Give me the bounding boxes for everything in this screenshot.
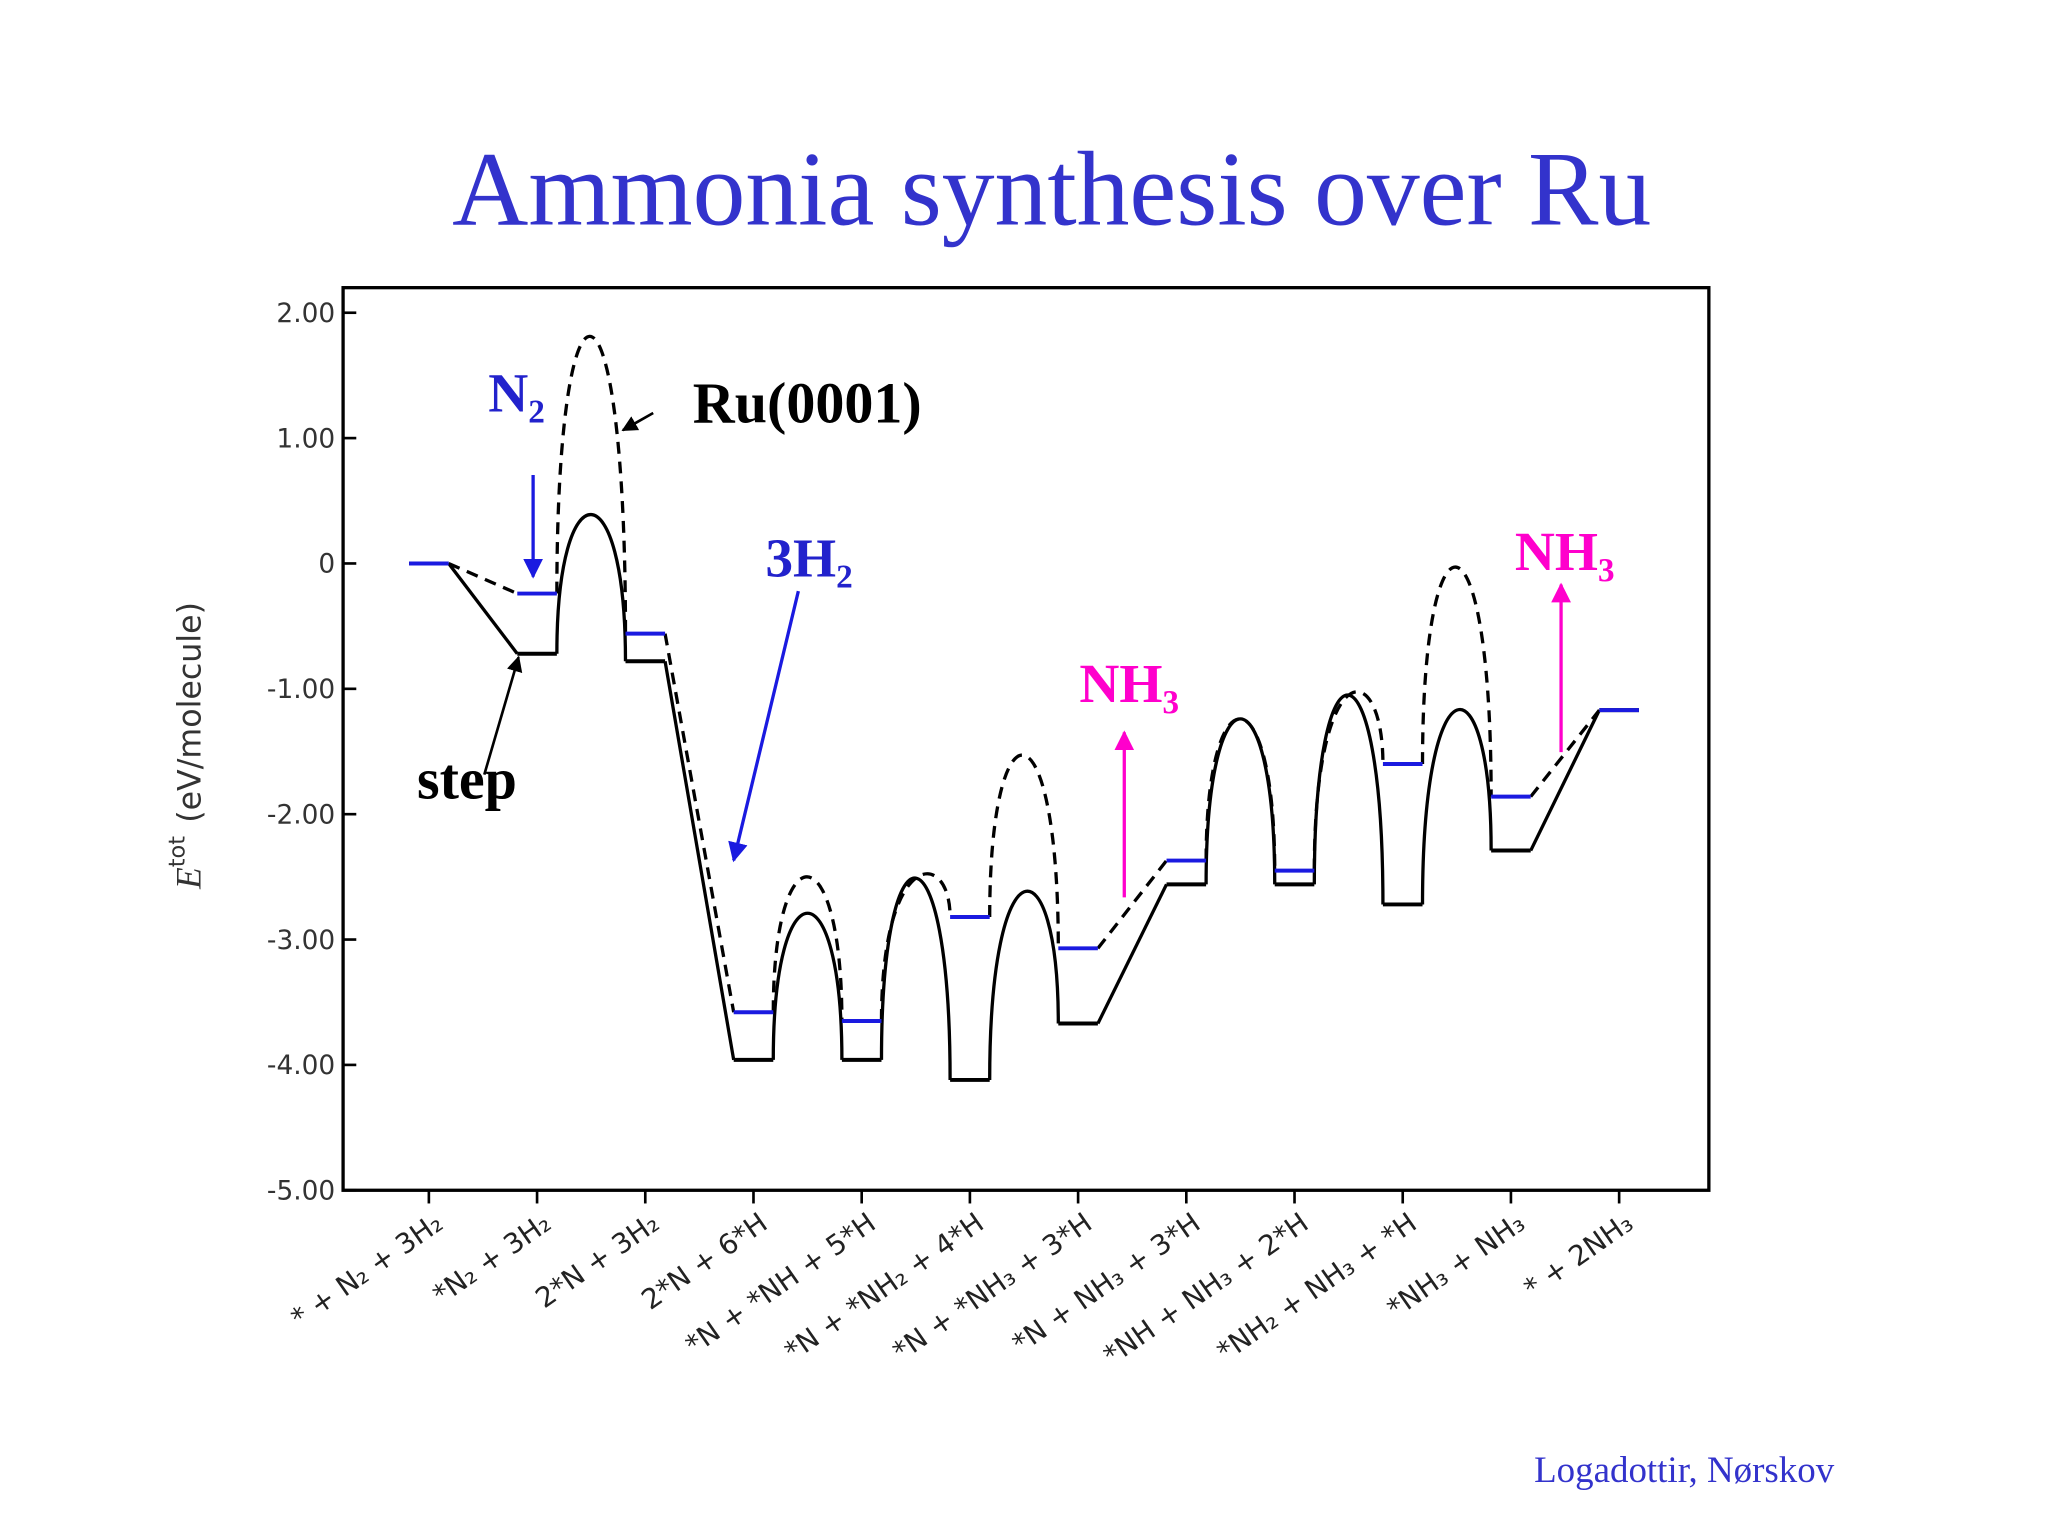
barrier — [879, 876, 952, 1080]
annotation: 3H₂ — [765, 528, 852, 589]
connector — [447, 562, 519, 655]
barrier — [1312, 693, 1385, 905]
barrier — [1420, 565, 1493, 797]
x-tick-label: *N + NH₃ + 3*H — [1006, 1206, 1206, 1360]
annotation: NH₃ — [1079, 653, 1179, 714]
y-tick-label: 0 — [318, 550, 335, 580]
barrier — [555, 512, 628, 662]
y-tick-label: -3.00 — [267, 926, 335, 956]
arrow — [621, 411, 654, 432]
annotation: N₂ — [488, 363, 545, 424]
y-label-symbol: E — [169, 867, 209, 890]
x-tick-label: * + 2NH₃ — [1518, 1206, 1639, 1305]
y-tick-label: -2.00 — [267, 800, 335, 830]
barrier — [771, 875, 844, 1022]
barrier — [988, 889, 1060, 1080]
y-axis-label: Etot (eV/molecule) — [165, 602, 209, 890]
barrier — [555, 334, 628, 634]
y-label-superscript: tot — [165, 836, 191, 868]
x-tick-label: *N + *NH₂ + 4*H — [778, 1206, 989, 1368]
y-tick-label: 1.00 — [276, 424, 335, 454]
arrow — [483, 655, 523, 775]
connector — [1529, 709, 1601, 852]
connector — [1096, 883, 1168, 1025]
barrier — [1204, 717, 1277, 871]
y-tick-label: -1.00 — [267, 675, 335, 705]
barrier — [879, 872, 952, 1022]
credit: Logadottir, Nørskov — [1534, 1449, 1835, 1490]
plot-frame — [341, 286, 1711, 1192]
x-tick-label: *NH₂ + NH₃ + *H — [1211, 1206, 1423, 1368]
series-label: step — [417, 746, 517, 811]
barrier — [1312, 690, 1385, 871]
y-tick-label: -5.00 — [267, 1177, 335, 1207]
slide-title: Ammonia synthesis over Ru — [452, 130, 1651, 247]
series-label: Ru(0001) — [693, 370, 922, 435]
barrier — [1420, 707, 1493, 905]
y-label-unit: (eV/molecule) — [173, 602, 209, 823]
x-tick-label: *NH + NH₃ + 2*H — [1097, 1206, 1314, 1372]
barrier — [771, 911, 844, 1060]
arrow — [728, 590, 800, 863]
y-tick-label: -4.00 — [267, 1051, 335, 1081]
connector — [447, 561, 518, 596]
connector — [663, 633, 736, 1013]
y-tick-label: 2.00 — [276, 299, 335, 329]
annotation: NH₃ — [1515, 521, 1615, 582]
x-tick-label: * + N₂ + 3H₂ — [285, 1206, 449, 1335]
connector — [663, 660, 736, 1061]
x-tick-label: *N + *NH₃ + 3*H — [886, 1206, 1097, 1368]
barrier — [1204, 717, 1277, 885]
barrier — [988, 753, 1060, 949]
